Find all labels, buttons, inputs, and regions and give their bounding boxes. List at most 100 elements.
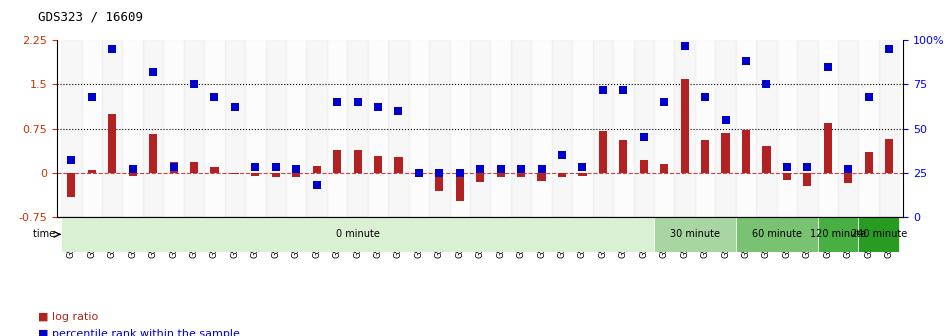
Bar bbox=[844, 173, 852, 183]
Bar bbox=[496, 173, 505, 177]
Bar bbox=[108, 114, 116, 173]
Text: 30 minute: 30 minute bbox=[670, 229, 720, 239]
FancyBboxPatch shape bbox=[859, 217, 900, 252]
Bar bbox=[128, 173, 137, 175]
Bar bbox=[763, 146, 770, 173]
Point bbox=[268, 165, 283, 170]
Bar bbox=[286, 40, 306, 217]
Bar bbox=[640, 160, 648, 173]
Bar bbox=[190, 162, 198, 173]
Point bbox=[554, 152, 570, 158]
Point bbox=[534, 166, 549, 172]
Bar bbox=[777, 40, 797, 217]
Point bbox=[391, 108, 406, 114]
Point bbox=[841, 166, 856, 172]
Bar bbox=[654, 40, 674, 217]
Point bbox=[289, 166, 304, 172]
Bar bbox=[409, 40, 429, 217]
Bar bbox=[306, 40, 327, 217]
Point bbox=[186, 82, 202, 87]
Bar bbox=[578, 173, 587, 176]
Point bbox=[473, 166, 488, 172]
Bar bbox=[415, 169, 423, 173]
Bar bbox=[879, 40, 900, 217]
Bar bbox=[511, 40, 532, 217]
Bar bbox=[68, 173, 75, 197]
Bar bbox=[231, 173, 239, 174]
Bar bbox=[149, 134, 157, 173]
Point bbox=[800, 165, 815, 170]
Bar bbox=[532, 40, 552, 217]
Point bbox=[697, 94, 712, 99]
Text: 60 minute: 60 minute bbox=[751, 229, 802, 239]
Bar bbox=[722, 133, 729, 173]
Bar bbox=[204, 40, 224, 217]
Bar bbox=[395, 157, 402, 173]
Point bbox=[677, 43, 692, 48]
Bar bbox=[885, 138, 893, 173]
Bar bbox=[824, 123, 832, 173]
Bar bbox=[123, 40, 143, 217]
Bar bbox=[374, 156, 382, 173]
Bar bbox=[82, 40, 102, 217]
Point bbox=[574, 165, 590, 170]
Point bbox=[371, 105, 386, 110]
Point bbox=[330, 99, 345, 105]
Bar bbox=[169, 162, 178, 173]
Point bbox=[759, 82, 774, 87]
Bar bbox=[184, 40, 204, 217]
Bar bbox=[429, 40, 450, 217]
Point bbox=[412, 170, 427, 175]
Point bbox=[146, 70, 161, 75]
Bar bbox=[368, 40, 388, 217]
Bar bbox=[613, 40, 633, 217]
Bar bbox=[619, 140, 628, 173]
FancyBboxPatch shape bbox=[654, 217, 736, 252]
Point bbox=[615, 87, 631, 92]
Bar bbox=[633, 40, 654, 217]
Bar bbox=[354, 150, 361, 173]
Bar bbox=[143, 40, 164, 217]
Point bbox=[595, 87, 611, 92]
Bar bbox=[552, 40, 573, 217]
Bar bbox=[599, 131, 607, 173]
Bar bbox=[164, 40, 184, 217]
Bar bbox=[573, 40, 592, 217]
Text: 0 minute: 0 minute bbox=[336, 229, 379, 239]
Bar bbox=[251, 173, 260, 175]
Point bbox=[820, 64, 835, 70]
Bar bbox=[838, 40, 859, 217]
Bar bbox=[797, 40, 818, 217]
Bar bbox=[224, 40, 245, 217]
Bar bbox=[660, 164, 669, 173]
Point bbox=[85, 94, 100, 99]
Bar bbox=[859, 40, 879, 217]
Point bbox=[248, 165, 263, 170]
Text: GDS323 / 16609: GDS323 / 16609 bbox=[38, 10, 143, 23]
Bar bbox=[245, 40, 265, 217]
Bar bbox=[272, 173, 280, 177]
Point bbox=[779, 165, 794, 170]
Point bbox=[166, 165, 182, 170]
Text: ■ percentile rank within the sample: ■ percentile rank within the sample bbox=[38, 329, 240, 336]
Bar bbox=[804, 173, 811, 185]
Bar bbox=[333, 150, 341, 173]
FancyBboxPatch shape bbox=[61, 217, 654, 252]
Bar bbox=[864, 152, 873, 173]
Bar bbox=[674, 40, 695, 217]
Point bbox=[64, 158, 79, 163]
Point bbox=[636, 135, 651, 140]
Point bbox=[718, 117, 733, 122]
Text: time: time bbox=[33, 229, 58, 239]
Point bbox=[207, 94, 223, 99]
Point bbox=[882, 46, 897, 52]
FancyBboxPatch shape bbox=[736, 217, 818, 252]
FancyBboxPatch shape bbox=[818, 217, 859, 252]
Bar bbox=[313, 166, 320, 173]
Bar bbox=[450, 40, 470, 217]
Point bbox=[514, 166, 529, 172]
Point bbox=[493, 166, 508, 172]
Bar bbox=[456, 173, 464, 201]
Bar bbox=[347, 40, 368, 217]
Bar bbox=[695, 40, 715, 217]
